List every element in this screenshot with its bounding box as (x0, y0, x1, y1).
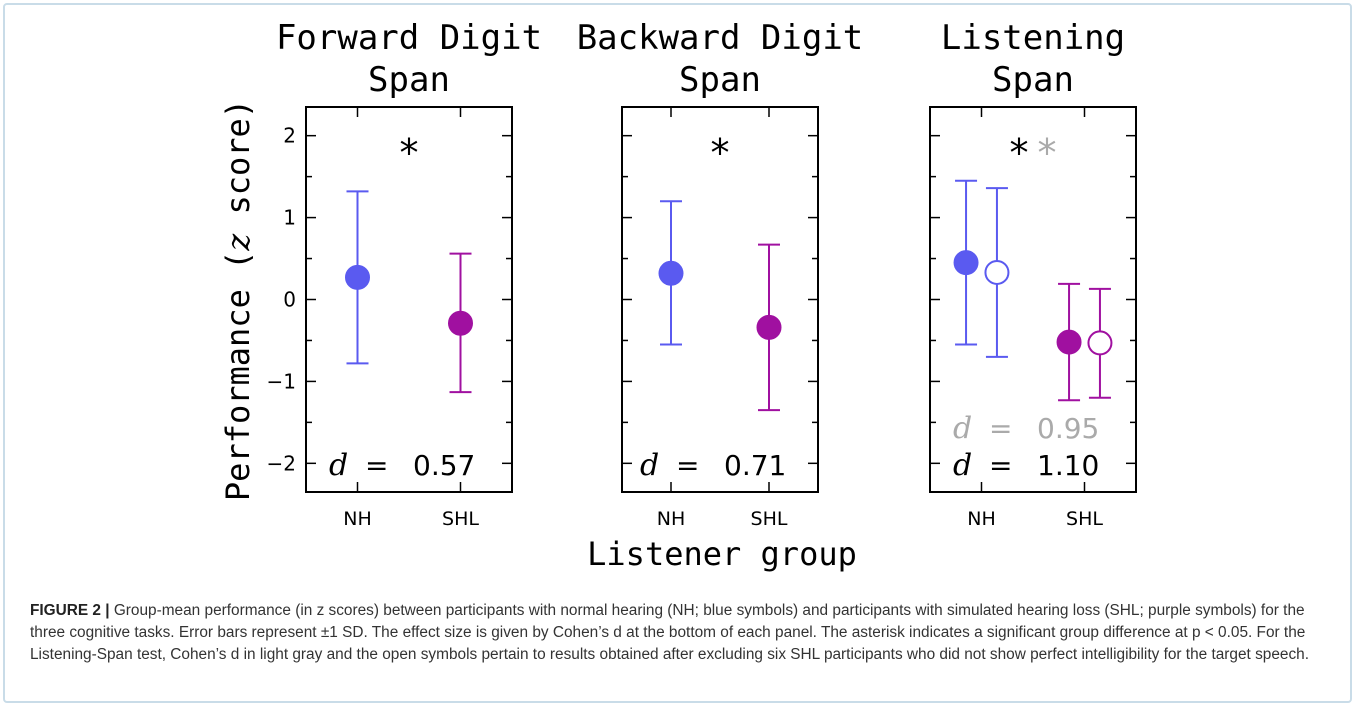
effect-size-value: 0.95 (1037, 412, 1099, 445)
caption-text: Group-mean performance (in z scores) bet… (30, 602, 1310, 663)
panel-title-line: Backward Digit (577, 18, 864, 58)
y-tick-label: −1 (267, 369, 296, 393)
mean-point-filled (953, 250, 979, 276)
significance-asterisk: * (1038, 131, 1057, 175)
panel-title-line: Forward Digit (276, 18, 542, 58)
effect-size-value: 0.57 (413, 449, 475, 482)
chart-figure: Performance (z score) Forward DigitSpan2… (219, 18, 1137, 573)
x-tick-label: NH (657, 508, 686, 530)
x-tick-label: SHL (442, 508, 479, 530)
mean-point-open (1087, 330, 1113, 356)
effect-size-equals: = (676, 449, 699, 482)
effect-size-symbol: d (953, 411, 972, 446)
y-tick-label: 0 (283, 288, 296, 312)
significance-asterisk: * (1010, 131, 1029, 175)
effect-size-value: 1.10 (1037, 449, 1099, 482)
y-tick-label: 2 (283, 124, 296, 148)
effect-size-symbol: d (329, 448, 348, 483)
x-tick-label: NH (343, 508, 372, 530)
effect-size-equals: = (989, 412, 1012, 445)
mean-point-filled (1056, 329, 1082, 355)
x-axis-label: Listener group (587, 535, 857, 573)
y-tick-label: 1 (283, 206, 296, 230)
x-tick-label: SHL (1066, 508, 1103, 530)
effect-size-value: 0.71 (724, 449, 786, 482)
mean-point-filled (345, 264, 370, 290)
panel-title-line: Listening (941, 18, 1125, 58)
effect-size-symbol: d (640, 448, 659, 483)
figure-caption: FIGURE 2 | Group-mean performance (in z … (30, 600, 1340, 666)
panel-title-line: Span (679, 60, 761, 100)
effect-size-equals: = (365, 449, 388, 482)
panel-title-line: Span (992, 60, 1074, 100)
effect-size-equals: = (989, 449, 1012, 482)
significance-asterisk: * (711, 131, 730, 175)
mean-point-filled (448, 310, 473, 336)
significance-asterisk: * (400, 131, 419, 175)
x-tick-label: NH (967, 508, 996, 530)
x-tick-label: SHL (751, 508, 788, 530)
mean-point-open (984, 259, 1010, 285)
y-axis-label: Performance (z score) (219, 99, 257, 501)
caption-figure-label: FIGURE 2 | (30, 602, 110, 619)
effect-size-symbol: d (953, 448, 972, 483)
figure-frame (3, 3, 1352, 703)
mean-point-filled (756, 314, 782, 340)
mean-point-filled (658, 260, 684, 286)
panel-title-line: Span (368, 60, 450, 100)
y-tick-label: −2 (267, 451, 296, 475)
